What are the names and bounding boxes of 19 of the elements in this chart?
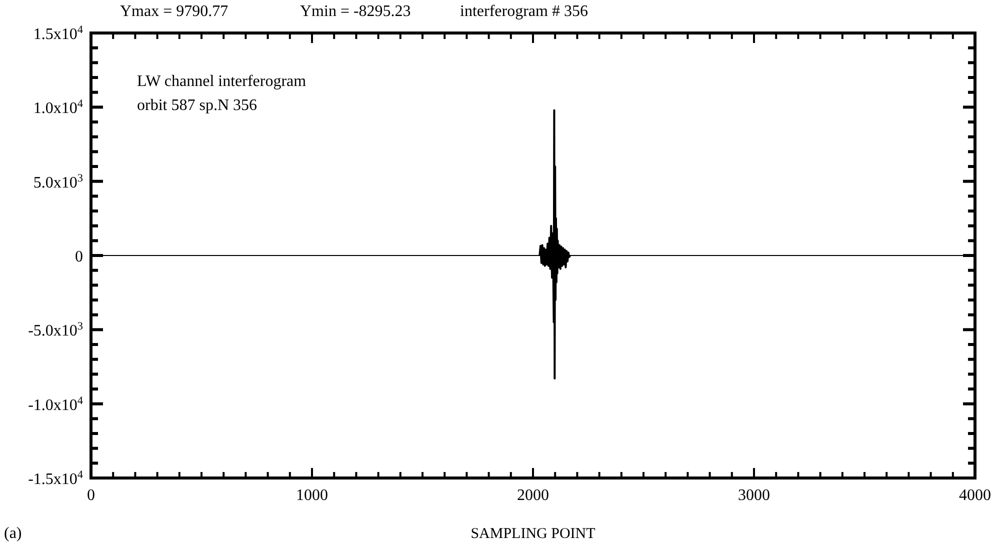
y-tick-label: -1.5x10$^{4}$ <box>28 469 84 488</box>
x-tick-label: 3000 <box>738 487 770 504</box>
y-tick-label: 0 <box>75 248 83 266</box>
x-tick-label: 2000 <box>517 487 549 504</box>
y-tick-label: -5.0x10$^{3}$ <box>28 320 84 340</box>
text: interferogram # 356 <box>460 3 588 20</box>
text: Ymax = 9790.77 <box>120 3 228 20</box>
y-tick-label: -1.0x10$^{4}$ <box>28 394 84 414</box>
text: (a) <box>4 525 22 542</box>
x-tick-label: 0 <box>87 487 95 504</box>
x-tick-label: 1000 <box>296 487 328 504</box>
x-tick-label: 4000 <box>959 487 991 504</box>
text: Ymin = -8295.23 <box>300 3 411 20</box>
text: orbit 587 sp.N 356 <box>137 97 257 114</box>
y-tick-label: 5.0x10$^{3}$ <box>33 172 84 192</box>
y-tick-label: 1.0x10$^{4}$ <box>33 98 84 118</box>
x-axis-title: SAMPLING POINT <box>470 526 596 542</box>
text: LW channel interferogram <box>137 73 307 90</box>
y-tick-label: 1.5x10$^{4}$ <box>33 24 84 43</box>
